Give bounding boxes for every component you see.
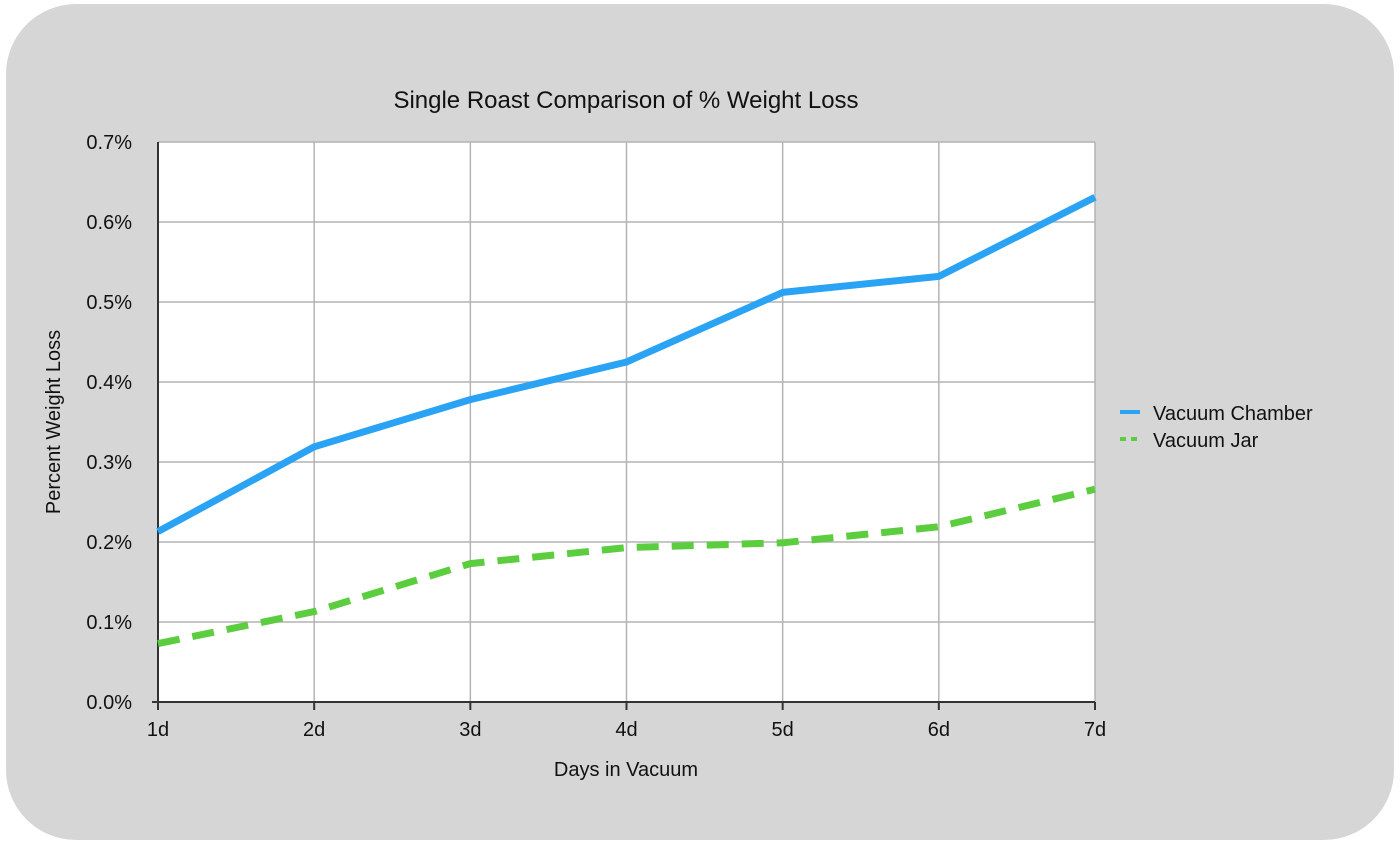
y-axis-label: Percent Weight Loss (43, 330, 65, 514)
y-tick-label: 0.7% (86, 132, 132, 154)
y-tick-label: 0.1% (86, 612, 132, 634)
x-axis-label: Days in Vacuum (554, 759, 698, 781)
y-tick-label: 0.5% (86, 292, 132, 314)
x-tick-label: 6d (928, 719, 950, 741)
x-tick-label: 2d (303, 719, 325, 741)
y-tick-label: 0.0% (86, 692, 132, 714)
x-tick-label: 3d (459, 719, 481, 741)
series-lines (156, 194, 1097, 648)
gridlines (152, 141, 1096, 710)
y-tick-label: 0.4% (86, 372, 132, 394)
x-tick-labels: 1d 2d 3d 4d 5d 6d 7d (147, 719, 1106, 741)
y-tick-labels: 0.0% 0.1% 0.2% 0.3% 0.4% 0.5% 0.6% 0.7% (86, 132, 132, 714)
x-tick-label: 7d (1084, 719, 1106, 741)
y-tick-label: 0.2% (86, 532, 132, 554)
x-tick-label: 4d (615, 719, 637, 741)
x-tick-label: 5d (772, 719, 794, 741)
legend-label: Vacuum Chamber (1153, 403, 1313, 425)
legend-label: Vacuum Jar (1153, 430, 1259, 452)
x-tick-label: 1d (147, 719, 169, 741)
chart-title: Single Roast Comparison of % Weight Loss (393, 87, 858, 114)
y-tick-label: 0.6% (86, 212, 132, 234)
legend: Vacuum Chamber Vacuum Jar (1120, 403, 1313, 452)
y-tick-label: 0.3% (86, 452, 132, 474)
